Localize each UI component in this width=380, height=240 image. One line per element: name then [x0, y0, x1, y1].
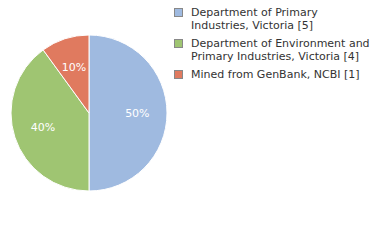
svg-text:10%: 10% [62, 61, 86, 74]
html-text:Department of Primary Industri: Department of Primary Industries, Victor… [191, 6, 318, 32]
svg-text:50%: 50% [125, 107, 149, 120]
html-text:Mined from GenBank, NCBI [1]: Mined from GenBank, NCBI [1] [191, 68, 360, 81]
html-text:Department of Environment and: Department of Environment and Primary In… [191, 37, 370, 63]
svg-text:40%: 40% [31, 121, 55, 134]
